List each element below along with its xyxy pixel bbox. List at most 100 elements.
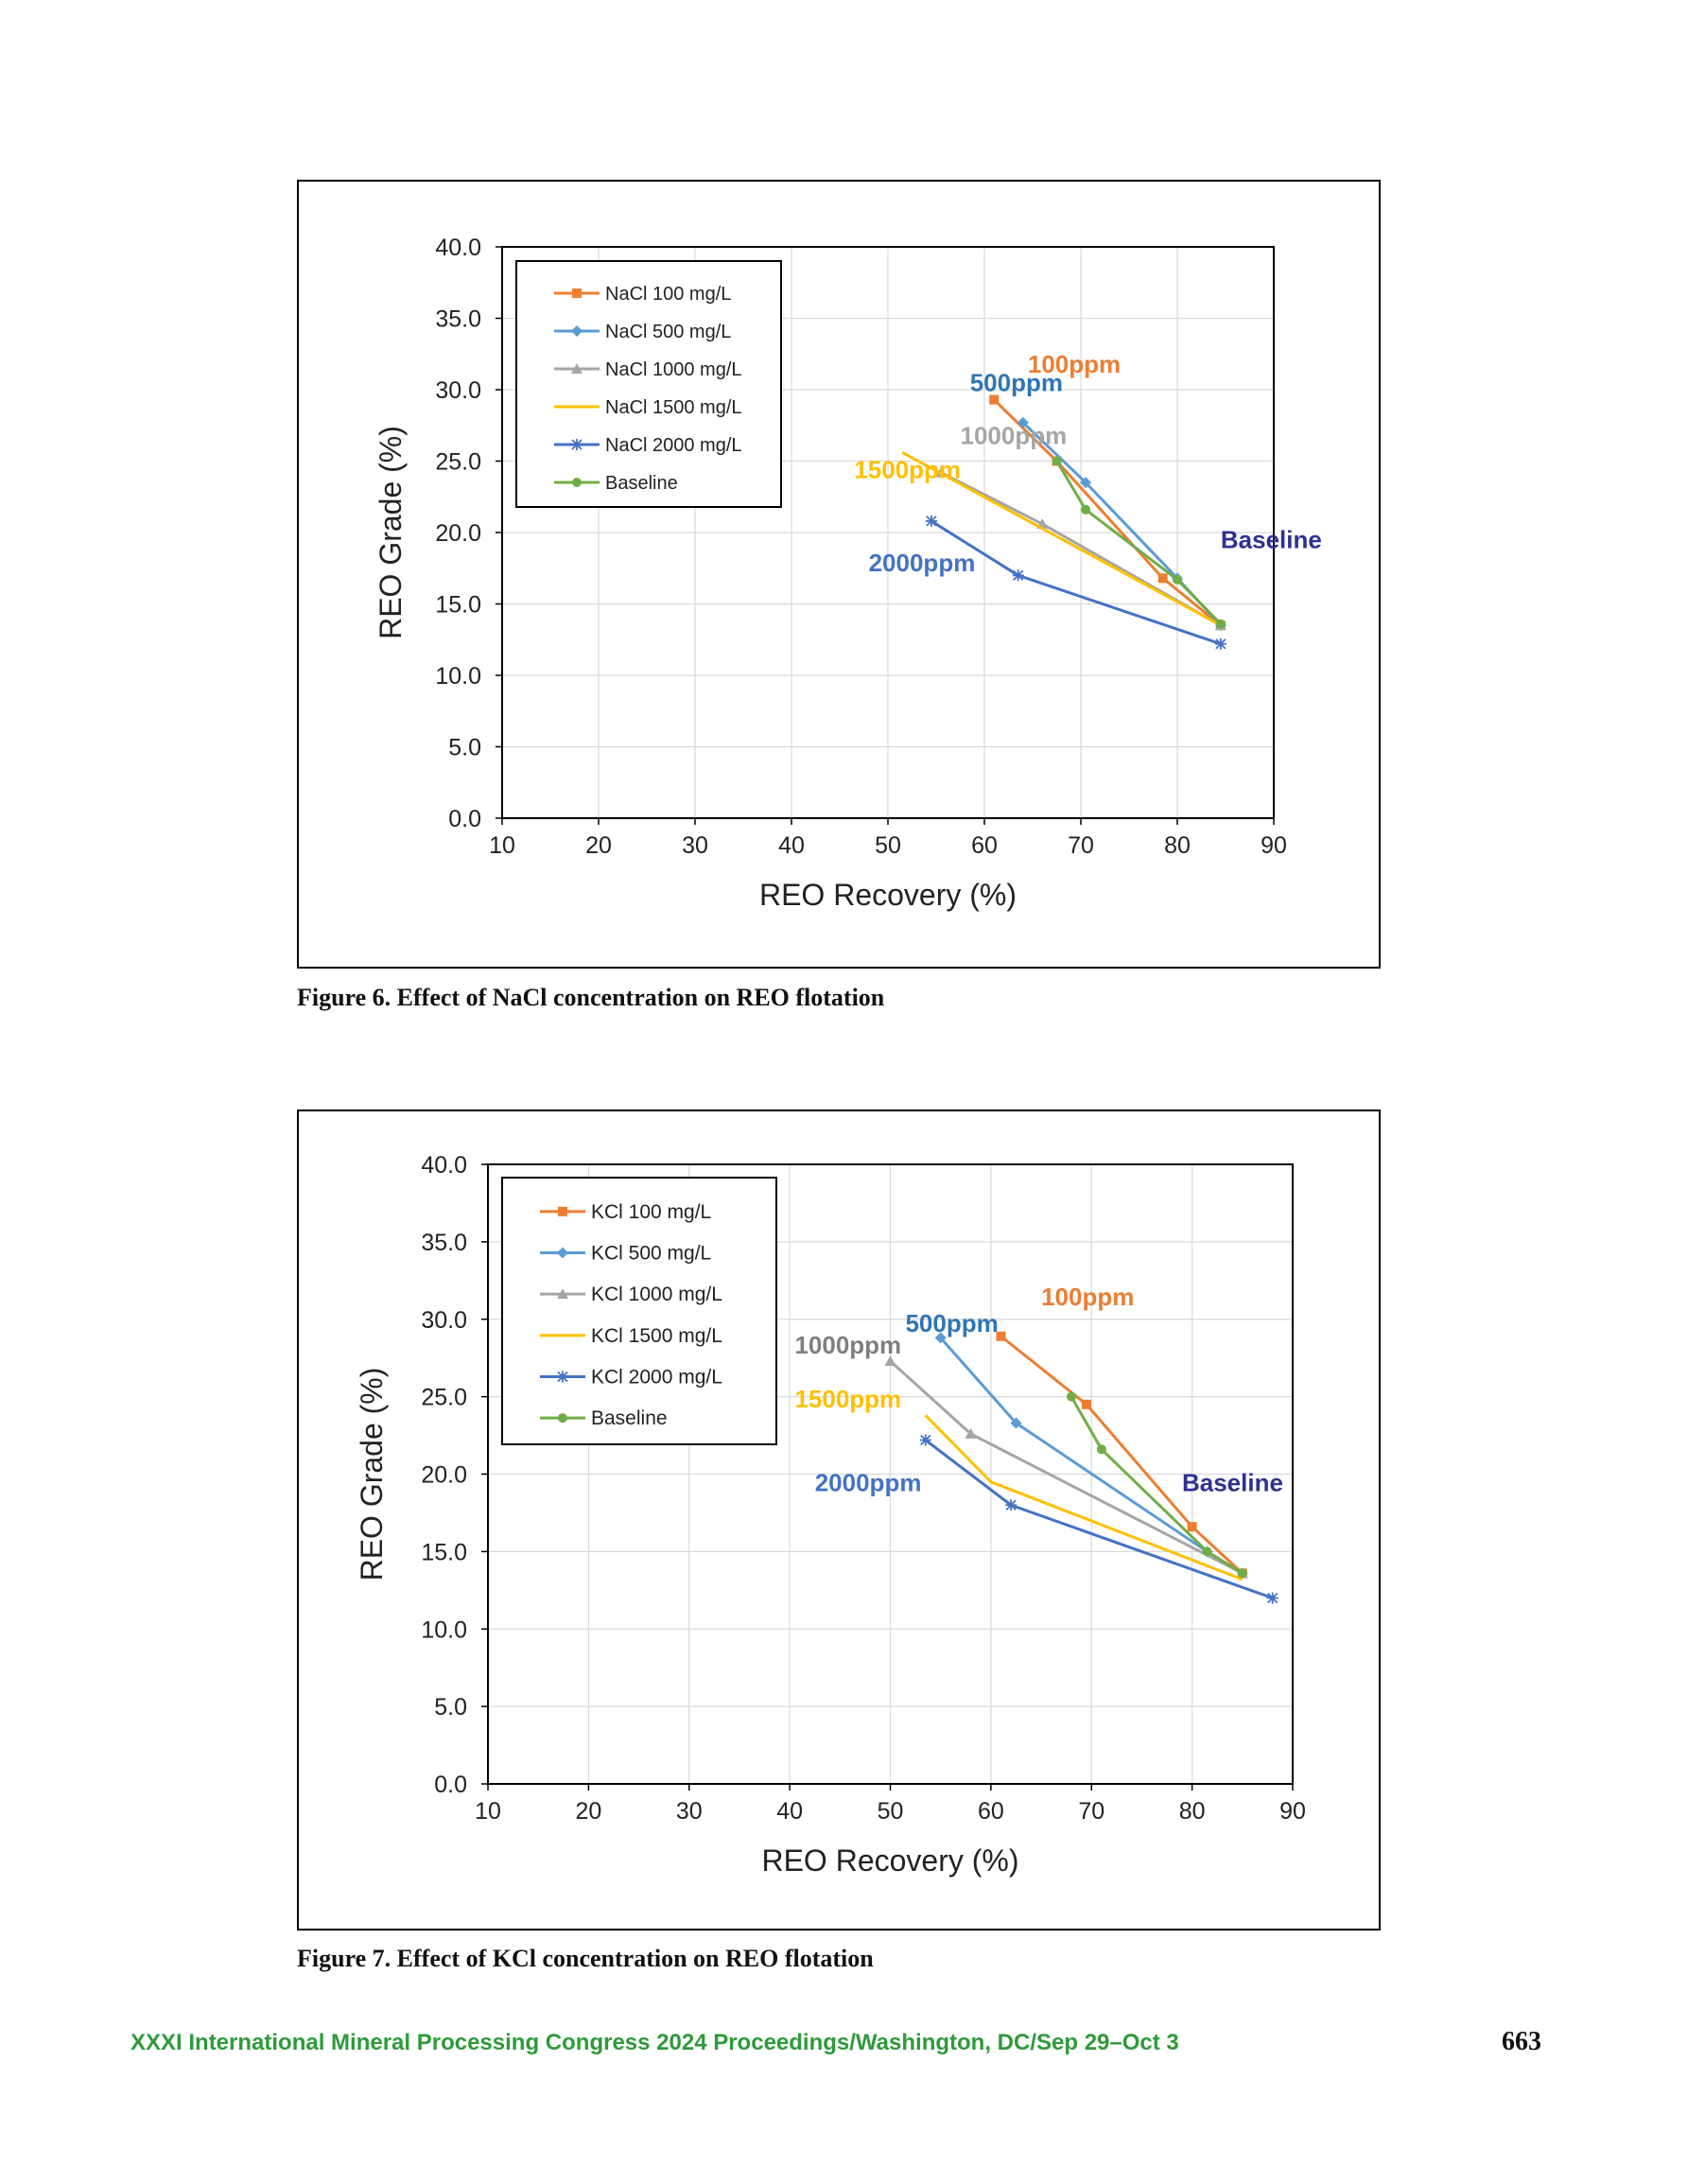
page-number: 663 <box>1502 2027 1541 2056</box>
fig7-point-kcl-2000-mg-l <box>1266 1592 1278 1604</box>
fig7-point-kcl-500-mg-l <box>934 1332 947 1344</box>
fig6-ytick-label: 15.0 <box>435 592 481 619</box>
fig6-legend-label: NaCl 100 mg/L <box>605 284 731 305</box>
fig7-ytick-label: 0.0 <box>434 1772 467 1798</box>
fig7-ytick-label: 20.0 <box>421 1462 467 1489</box>
fig6-legend-marker <box>571 363 583 374</box>
fig7-xtick-label: 20 <box>575 1798 601 1825</box>
fig6-annotation-1500ppm: 1500ppm <box>854 456 961 484</box>
fig7-xtick-label: 80 <box>1179 1798 1206 1825</box>
fig7-legend-label: KCl 1000 mg/L <box>591 1284 722 1305</box>
fig6-xtick-label: 50 <box>875 832 901 859</box>
fig7-legend-marker <box>557 1247 568 1259</box>
fig6-legend-marker <box>572 478 582 487</box>
fig7-point-baseline <box>1202 1546 1212 1557</box>
fig7-ytick-label: 15.0 <box>421 1539 467 1565</box>
fig7-annotation-1500ppm: 1500ppm <box>794 1385 901 1413</box>
fig7-ytick-label: 35.0 <box>421 1230 467 1256</box>
fig6-ytick-label: 35.0 <box>435 306 481 333</box>
fig6-line-baseline <box>1055 460 1222 625</box>
fig6-xaxis-title: REO Recovery (%) <box>759 878 1017 912</box>
fig6-xtick-label: 90 <box>1261 832 1287 859</box>
fig7-annotation-1000ppm: 1000ppm <box>794 1331 901 1359</box>
fig7-point-baseline <box>1237 1568 1247 1579</box>
fig7-point-kcl-1000-mg-l <box>884 1354 896 1366</box>
fig6-annotation-100ppm: 100ppm <box>1028 350 1121 378</box>
fig6-point-baseline <box>1081 504 1091 515</box>
fig7-line-kcl-100-mg-l <box>1000 1335 1244 1575</box>
fig7-annotation-2000ppm: 2000ppm <box>815 1469 922 1497</box>
fig6-legend-label: NaCl 1000 mg/L <box>605 359 742 380</box>
fig6-point-nacl-2000-mg-l <box>925 515 937 527</box>
fig7-legend-marker <box>558 1206 567 1216</box>
fig6-point-baseline <box>1052 456 1062 466</box>
fig7-series-kcl-2000-mg-l <box>919 1434 1278 1604</box>
fig7-xtick-label: 40 <box>776 1798 803 1825</box>
fig6-legend-label: NaCl 1500 mg/L <box>605 397 742 418</box>
fig7-legend-marker <box>557 1371 568 1383</box>
fig6-point-nacl-2000-mg-l <box>1214 638 1226 650</box>
fig7-xtick-label: 50 <box>878 1798 904 1825</box>
fig7-point-kcl-2000-mg-l <box>1005 1499 1017 1511</box>
fig6-xtick-label: 40 <box>778 832 805 859</box>
fig6-point-nacl-500-mg-l <box>1080 477 1092 489</box>
fig7-legend-label: KCl 1500 mg/L <box>591 1325 722 1347</box>
fig6-xtick-label: 80 <box>1164 832 1191 859</box>
fig7-xaxis-title: REO Recovery (%) <box>761 1843 1018 1878</box>
fig6-legend: NaCl 100 mg/L NaCl 500 mg/L NaCl 1000 mg/L… <box>515 260 782 508</box>
fig6-annotation-500ppm: 500ppm <box>970 369 1063 397</box>
figure-7-caption: Figure 7. Effect of KCl concentration on… <box>297 1945 874 1972</box>
fig7-point-kcl-2000-mg-l <box>919 1434 931 1446</box>
figure-6-caption: Figure 6. Effect of NaCl concentration o… <box>297 984 885 1011</box>
fig6-xtick-label: 20 <box>585 832 612 859</box>
fig6-line-nacl-1500-mg-l <box>901 451 1222 627</box>
fig6-legend-label: Baseline <box>605 473 678 494</box>
fig6-ytick-label: 30.0 <box>435 377 481 404</box>
fig7-yaxis-title: REO Grade (%) <box>355 1368 389 1581</box>
fig7-series-kcl-1500-mg-l <box>924 1414 1244 1581</box>
fig7-legend-box <box>501 1177 777 1445</box>
figure-6-chart: 10 20 30 40 50 60 70 80 90 0.0 5.0 10.0 15.0 20.0 25.0… <box>374 235 1322 912</box>
fig6-legend-label: NaCl 500 mg/L <box>605 322 731 342</box>
fig7-ytick-label: 40.0 <box>421 1152 467 1179</box>
fig7-line-kcl-1500-mg-l <box>924 1414 1244 1581</box>
fig6-series-baseline <box>1052 456 1226 629</box>
fig6-xtick-label: 10 <box>489 832 515 859</box>
fig6-ytick-label: 0.0 <box>448 806 481 832</box>
fig6-annotation-2000ppm: 2000ppm <box>869 549 976 577</box>
fig7-point-kcl-500-mg-l <box>1010 1417 1022 1429</box>
fig7-annotation-500ppm: 500ppm <box>905 1309 998 1337</box>
fig7-legend-label: Baseline <box>591 1407 668 1429</box>
fig6-yaxis-title: REO Grade (%) <box>374 426 408 639</box>
fig7-xtick-label: 60 <box>978 1798 1004 1825</box>
fig7-ytick-label: 5.0 <box>434 1694 467 1721</box>
fig6-legend-label: NaCl 2000 mg/L <box>605 435 742 456</box>
fig6-ytick-label: 5.0 <box>448 735 481 761</box>
figure-7-frame: 10 20 30 40 50 60 70 80 90 0.0 5.0 10.0 15.0 20.0 25.0… <box>297 1109 1381 1931</box>
fig6-legend-box <box>515 260 782 508</box>
fig7-ytick-label: 25.0 <box>421 1385 467 1411</box>
fig7-xtick-label: 10 <box>475 1798 501 1825</box>
fig7-legend-label: KCl 2000 mg/L <box>591 1367 722 1389</box>
fig7-ytick-label: 10.0 <box>421 1616 467 1643</box>
fig6-legend-marker <box>571 325 583 337</box>
fig6-xtick-label: 70 <box>1068 832 1094 859</box>
fig7-legend-label: KCl 100 mg/L <box>591 1201 711 1223</box>
fig7-ytick-label: 30.0 <box>421 1307 467 1334</box>
fig6-ytick-label: 10.0 <box>435 663 481 690</box>
fig7-legend-marker <box>558 1413 567 1424</box>
fig6-point-nacl-2000-mg-l <box>1012 569 1024 582</box>
fig6-legend-marker <box>572 288 582 298</box>
fig7-xtick-label: 30 <box>676 1798 703 1825</box>
fig7-legend-marker <box>557 1288 568 1300</box>
fig6-ytick-label: 25.0 <box>435 449 481 476</box>
fig6-annotation-1000ppm: 1000ppm <box>961 421 1068 449</box>
figure-6-frame: 10 20 30 40 50 60 70 80 90 0.0 5.0 10.0 15.0 20.0 25.0… <box>297 180 1381 969</box>
footer-proceedings: XXXI International Mineral Processing Co… <box>130 2030 1179 2055</box>
fig7-legend: KCl 100 mg/L KCl 500 mg/L KCl 1000 mg/L KCl… <box>501 1177 777 1445</box>
fig6-ytick-label: 20.0 <box>435 520 481 547</box>
fig7-xtick-label: 70 <box>1078 1798 1104 1825</box>
fig7-point-baseline <box>1066 1391 1076 1402</box>
fig7-point-kcl-1000-mg-l <box>965 1427 977 1439</box>
fig7-line-baseline <box>1070 1395 1244 1575</box>
